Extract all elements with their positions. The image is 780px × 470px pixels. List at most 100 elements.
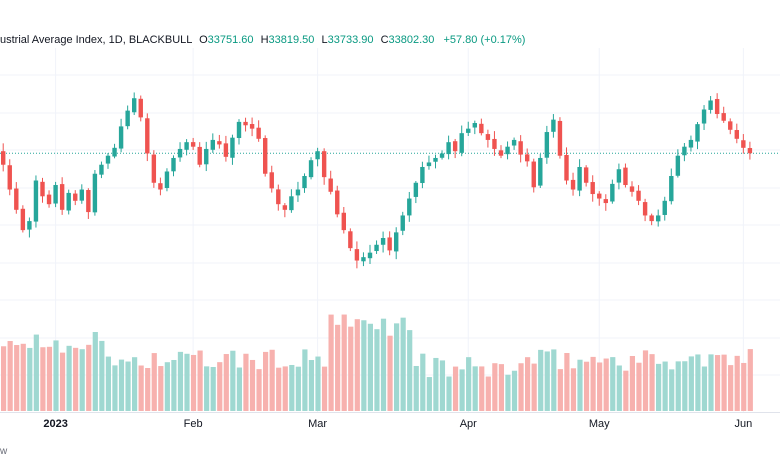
candle-body [118,126,124,149]
volume-bar [132,357,138,411]
volume-bar [361,320,367,411]
volume-bar [492,363,498,411]
candle-body [583,167,589,183]
candle [184,139,189,156]
candle-body [610,183,615,202]
close-key: C [380,34,389,46]
volume-bar [289,364,295,411]
candle-body [14,188,19,210]
candle-body [629,186,635,192]
candle [413,180,419,204]
candle-body [400,215,405,231]
volume-bar [66,345,72,411]
time-axis-label: May [588,418,610,430]
candle-body [46,194,52,205]
candle [564,147,569,185]
volume-bar [669,369,675,411]
candle-body [570,179,576,190]
candle [642,198,648,222]
candle-body [256,127,261,139]
candle [570,172,576,196]
candle-body [662,200,667,215]
candle-body [466,128,471,133]
candle [79,184,84,204]
candle-body [59,184,65,210]
candle [538,153,543,188]
volume-bar [498,364,504,411]
candle [656,209,661,227]
volume-bar [341,314,347,411]
candle [171,155,176,177]
candle-body [308,160,314,178]
candle-body [525,154,530,162]
candle [629,181,635,197]
candles [1,92,753,269]
candle-body [315,151,320,160]
volume-bar [472,366,478,411]
volume-bar [151,353,157,411]
volume-bar [439,360,446,411]
volume-bar [570,368,577,411]
candle-body [177,148,183,158]
candle [505,141,510,160]
open-value: 33751.60 [207,34,254,46]
candle [597,191,602,206]
candle-body [125,110,130,127]
candle [695,121,700,150]
candle-body [564,154,569,181]
candle-body [597,193,602,199]
volume-bar [20,343,26,411]
volume-bar [367,323,373,411]
candle [387,231,392,256]
candle-body [236,121,242,139]
candle-body [420,166,425,184]
volume-bar [53,340,59,411]
candle-body [112,147,117,157]
candle [446,135,451,160]
candle [1,143,6,172]
volume-bar [525,357,531,411]
candle [263,135,268,177]
candle [14,182,19,214]
candle [466,121,471,137]
candle [321,148,327,185]
candle-body [603,199,608,204]
volume-bar [269,349,275,411]
candle-body [361,257,366,262]
candle [518,135,523,163]
volume-bar [387,335,393,411]
candle [544,125,550,164]
candle-body [636,190,641,201]
candle [276,184,281,211]
candle-body [426,162,432,167]
volume-bar [105,356,111,411]
volume-bar [656,363,662,411]
candle [118,118,124,153]
candle [741,134,746,154]
low-value: 33733.90 [327,34,374,46]
candle-body [485,134,491,140]
volume-bar [485,376,491,411]
volume-bar [197,350,203,411]
high-key: H [260,34,269,46]
candle-body [145,118,150,154]
candle-body [190,142,196,147]
candle [335,185,340,218]
volume-bar [642,350,649,411]
candle-body [708,100,713,110]
volume-bar [734,355,740,411]
candle [590,175,595,202]
volume-bar [354,319,360,411]
candle [367,244,373,264]
volume-bar [210,366,216,411]
candle [217,134,222,149]
candle-body [295,189,301,196]
volume-bar [616,365,622,411]
candle-body [387,237,392,251]
candle [669,168,674,205]
candle-body [577,166,582,191]
candle [53,181,58,208]
candle [249,117,255,137]
time-axis-line [0,412,780,413]
